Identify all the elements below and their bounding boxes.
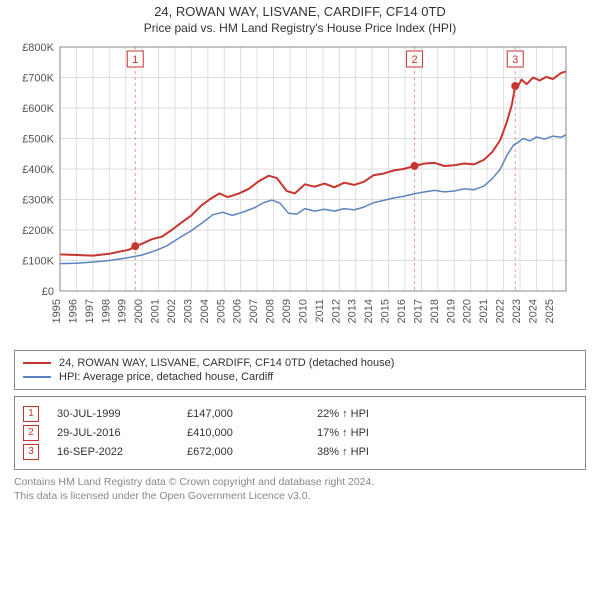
svg-text:1999: 1999 — [117, 299, 129, 323]
sale-marker-icon: 1 — [23, 406, 39, 422]
legend-label: 24, ROWAN WAY, LISVANE, CARDIFF, CF14 0T… — [59, 357, 394, 369]
svg-text:1: 1 — [132, 54, 138, 66]
legend-swatch — [23, 376, 51, 378]
chart-title: 24, ROWAN WAY, LISVANE, CARDIFF, CF14 0T… — [0, 4, 600, 19]
svg-text:2015: 2015 — [380, 299, 392, 323]
svg-text:2000: 2000 — [133, 299, 145, 323]
svg-text:£500K: £500K — [22, 134, 54, 146]
sale-date: 16-SEP-2022 — [57, 446, 187, 458]
svg-text:2013: 2013 — [347, 299, 359, 323]
svg-text:2019: 2019 — [445, 299, 457, 323]
sale-date: 29-JUL-2016 — [57, 427, 187, 439]
sale-price: £410,000 — [187, 427, 317, 439]
sale-row: 2 29-JUL-2016£410,00017% ↑ HPI — [23, 425, 577, 441]
svg-text:£700K: £700K — [22, 73, 54, 85]
svg-text:1995: 1995 — [51, 299, 63, 323]
svg-text:3: 3 — [512, 54, 518, 66]
svg-text:2008: 2008 — [265, 299, 277, 323]
attribution-line-1: Contains HM Land Registry data © Crown c… — [14, 476, 586, 490]
svg-text:£600K: £600K — [22, 103, 54, 115]
svg-text:2025: 2025 — [544, 299, 556, 323]
svg-text:2001: 2001 — [150, 299, 162, 323]
sale-price: £147,000 — [187, 408, 317, 420]
sale-row: 1 30-JUL-1999£147,00022% ↑ HPI — [23, 406, 577, 422]
svg-text:2014: 2014 — [363, 299, 375, 323]
svg-text:1996: 1996 — [67, 299, 79, 323]
svg-text:2004: 2004 — [199, 299, 211, 323]
sale-price: £672,000 — [187, 446, 317, 458]
svg-text:1997: 1997 — [84, 299, 96, 323]
svg-text:1998: 1998 — [100, 299, 112, 323]
svg-text:2017: 2017 — [412, 299, 424, 323]
sale-marker-icon: 3 — [23, 444, 39, 460]
svg-text:2022: 2022 — [495, 299, 507, 323]
sale-pct-vs-hpi: 17% ↑ HPI — [317, 427, 369, 439]
legend-item: HPI: Average price, detached house, Card… — [23, 371, 577, 383]
sale-row: 3 16-SEP-2022£672,00038% ↑ HPI — [23, 444, 577, 460]
price-chart: £0 £100K £200K £300K £400K £500K £600K £700K £80… — [14, 41, 586, 344]
svg-text:2021: 2021 — [478, 299, 490, 323]
svg-text:2007: 2007 — [248, 299, 260, 323]
svg-text:2006: 2006 — [232, 299, 244, 323]
svg-text:2012: 2012 — [330, 299, 342, 323]
chart-svg: £0 £100K £200K £300K £400K £500K £600K £700K £80… — [14, 41, 574, 341]
svg-text:2016: 2016 — [396, 299, 408, 323]
svg-text:2020: 2020 — [462, 299, 474, 323]
sale-pct-vs-hpi: 38% ↑ HPI — [317, 446, 369, 458]
svg-text:2018: 2018 — [429, 299, 441, 323]
svg-text:2009: 2009 — [281, 299, 293, 323]
svg-text:2: 2 — [411, 54, 417, 66]
sales-table: 1 30-JUL-1999£147,00022% ↑ HPI 2 29-JUL-201… — [14, 396, 586, 470]
svg-text:£400K: £400K — [22, 164, 54, 176]
legend-swatch — [23, 362, 51, 364]
svg-text:2024: 2024 — [527, 299, 539, 323]
svg-text:2010: 2010 — [297, 299, 309, 323]
svg-text:£0: £0 — [42, 286, 54, 298]
sale-date: 30-JUL-1999 — [57, 408, 187, 420]
sale-marker-icon: 2 — [23, 425, 39, 441]
chart-subtitle: Price paid vs. HM Land Registry's House … — [0, 21, 600, 35]
svg-text:£200K: £200K — [22, 225, 54, 237]
svg-text:2003: 2003 — [182, 299, 194, 323]
svg-text:2005: 2005 — [215, 299, 227, 323]
svg-text:2002: 2002 — [166, 299, 178, 323]
svg-text:£800K: £800K — [22, 42, 54, 54]
svg-text:2011: 2011 — [314, 299, 326, 323]
attribution-line-2: This data is licensed under the Open Gov… — [14, 490, 586, 504]
svg-text:£100K: £100K — [22, 256, 54, 268]
legend-label: HPI: Average price, detached house, Card… — [59, 371, 273, 383]
sale-pct-vs-hpi: 22% ↑ HPI — [317, 408, 369, 420]
attribution: Contains HM Land Registry data © Crown c… — [14, 476, 586, 503]
legend: 24, ROWAN WAY, LISVANE, CARDIFF, CF14 0T… — [14, 350, 586, 390]
svg-text:£300K: £300K — [22, 195, 54, 207]
legend-item: 24, ROWAN WAY, LISVANE, CARDIFF, CF14 0T… — [23, 357, 577, 369]
svg-text:2023: 2023 — [511, 299, 523, 323]
